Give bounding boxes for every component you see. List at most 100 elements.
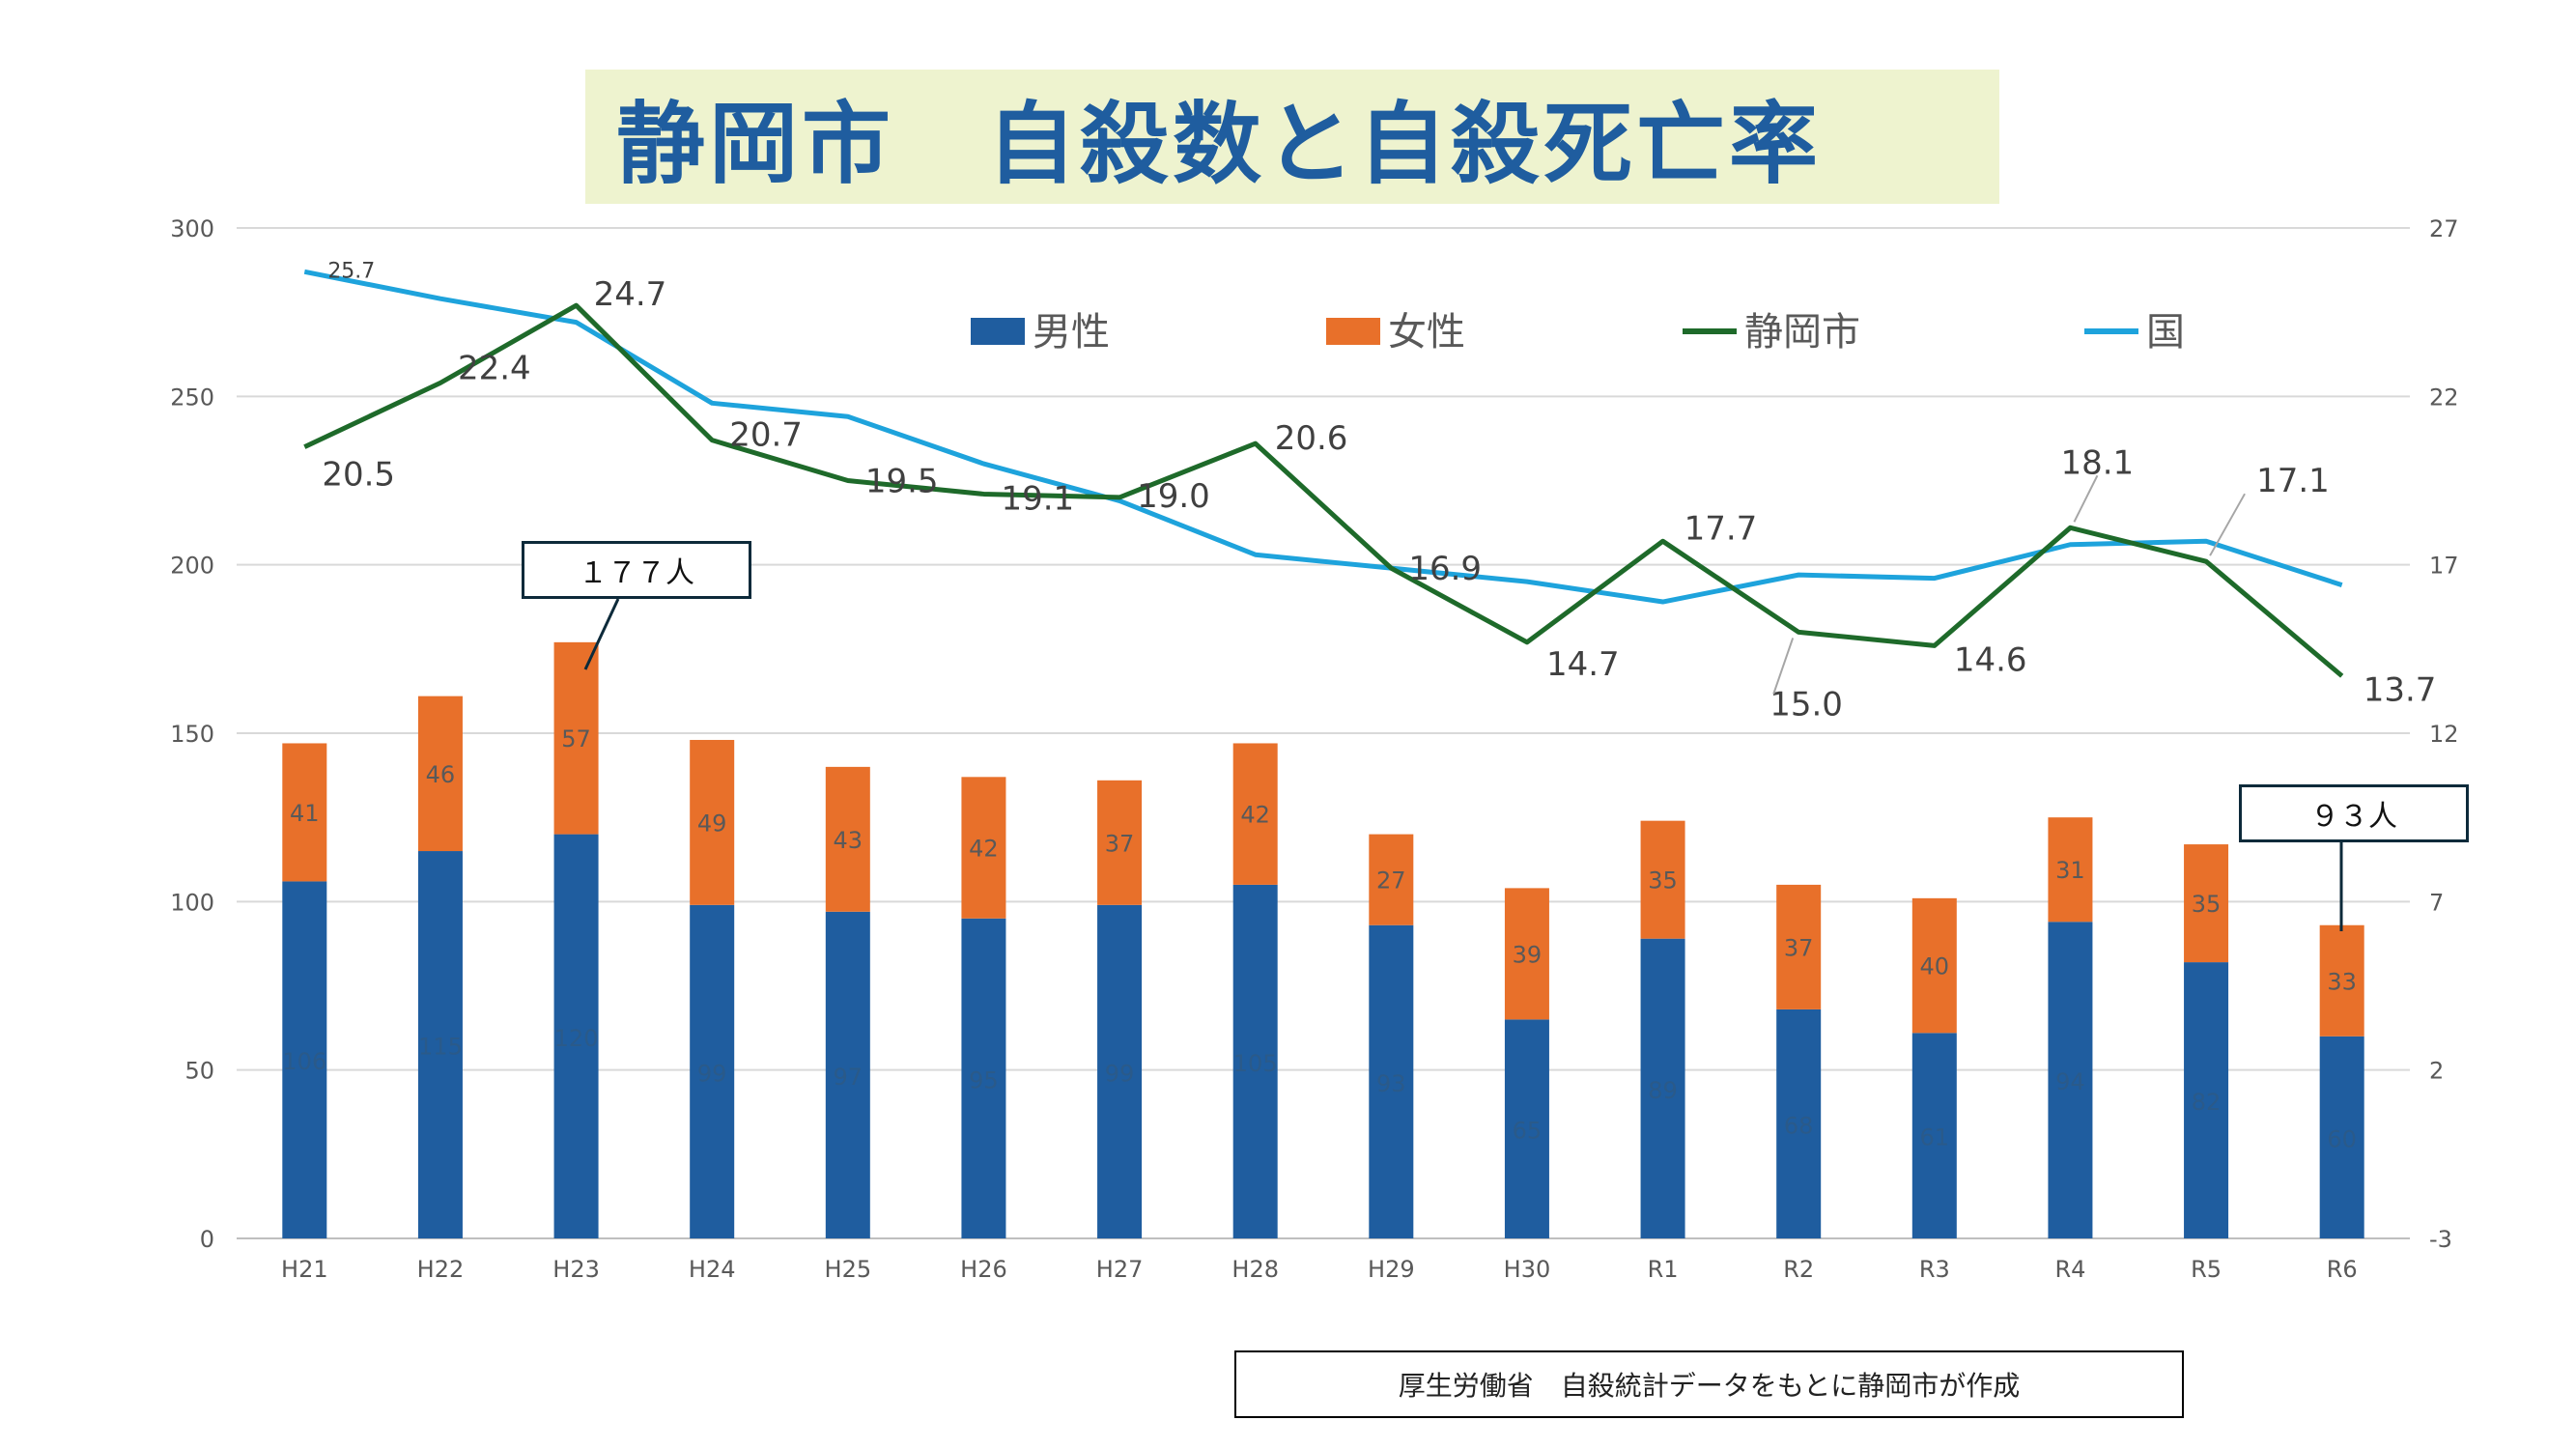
x-tick-label: H24 (689, 1256, 736, 1283)
bar-female (1232, 743, 1278, 885)
bar-female-label: 40 (1920, 953, 1950, 980)
callout-connectors (583, 598, 2343, 931)
city-data-label: 17.1 (2256, 462, 2330, 500)
right-tick-label: 27 (2429, 215, 2459, 242)
x-tick-label: R2 (1783, 1256, 1814, 1283)
bar-female (690, 739, 735, 905)
bar-female-label: 43 (834, 827, 863, 854)
right-tick-label: 22 (2429, 384, 2459, 411)
legend-label: 女性 (1388, 310, 1465, 355)
city-data-label: 16.9 (1408, 550, 1482, 588)
bar-female (1640, 820, 1685, 939)
legend-swatch (1326, 318, 1380, 345)
title-banner: 静岡市 自殺数と自殺死亡率 (585, 70, 1999, 204)
bar-male (690, 904, 735, 1238)
bar-male-label: 99 (1105, 1060, 1135, 1087)
city-data-label: 20.5 (322, 456, 395, 495)
bar-male (1232, 884, 1278, 1238)
x-tick-label: H21 (281, 1256, 328, 1283)
bar-female-label: 49 (697, 810, 727, 837)
bar-female (553, 641, 599, 835)
city-data-label: 20.6 (1275, 419, 1348, 458)
city-data-label: 14.7 (1546, 645, 1620, 684)
right-tick-label: 12 (2429, 721, 2459, 748)
city-data-label: 19.5 (865, 463, 939, 501)
legend-label: 男性 (1033, 310, 1110, 355)
bar-male-label: 89 (1648, 1077, 1678, 1104)
bar-female (1369, 834, 1414, 925)
x-tick-label: R6 (2327, 1256, 2358, 1283)
bar-female-label: 27 (1376, 867, 1406, 895)
x-tick-label: R3 (1919, 1256, 1950, 1283)
left-tick-label: 250 (170, 384, 214, 411)
bar-male-label: 95 (969, 1066, 999, 1094)
x-tick-label: R1 (1648, 1256, 1679, 1283)
bar-male (1640, 938, 1685, 1238)
right-tick-label: 7 (2429, 889, 2444, 916)
line-nation (303, 269, 2343, 605)
bar-male (282, 881, 327, 1238)
right-tick-label: 2 (2429, 1058, 2444, 1085)
x-axis-labels: H21 H22 H23 H24 H25 H26 H27 H28 H29 H30 R1 R2 R3 R4 R5… (281, 1256, 2358, 1283)
bar-female-label: 31 (2055, 857, 2085, 884)
city-data-label: 20.7 (729, 416, 803, 455)
callout-connector (583, 598, 620, 670)
city-data-label: 24.7 (594, 275, 667, 314)
right-tick-label: 17 (2429, 553, 2459, 580)
bar-male (1097, 904, 1143, 1238)
bar-male (417, 851, 463, 1238)
bar-female-label: 41 (290, 800, 320, 827)
bar-female (2048, 817, 2093, 923)
bar-male-label: 93 (1376, 1070, 1406, 1097)
bar-female (282, 743, 327, 882)
bar-male-label: 61 (1920, 1124, 1950, 1151)
callout-h23-total: １７７人 (522, 541, 751, 599)
left-tick-label: 50 (184, 1058, 214, 1085)
x-tick-label: H23 (552, 1256, 600, 1283)
city-data-label: 17.7 (1684, 509, 1758, 548)
bar-male-label: 60 (2327, 1125, 2357, 1152)
bar-male-label: 65 (1513, 1118, 1543, 1145)
x-tick-label: H22 (417, 1256, 465, 1283)
bar-male (825, 911, 870, 1238)
x-tick-label: H27 (1096, 1256, 1144, 1283)
x-tick-label: H25 (825, 1256, 872, 1283)
bar-male (553, 834, 599, 1238)
bar-female (825, 766, 870, 912)
bar-male-label: 68 (1784, 1112, 1814, 1139)
x-tick-label: R5 (2191, 1256, 2222, 1283)
bar-male (2319, 1036, 2364, 1238)
x-tick-label: H30 (1504, 1256, 1551, 1283)
bar-male-label: 105 (1233, 1050, 1278, 1077)
bar-male (2048, 922, 2093, 1238)
bar-female-label: 35 (1648, 867, 1678, 895)
left-tick-label: 100 (170, 889, 214, 916)
legend-swatch (971, 318, 1025, 345)
callout-r6-total: ９３人 (2239, 784, 2469, 842)
bar-male-label: 120 (554, 1025, 599, 1052)
city-data-label: 19.0 (1137, 477, 1210, 516)
bar-male (2184, 962, 2229, 1238)
source-note: 厚生労働省 自殺統計データをもとに静岡市が作成 (1234, 1350, 2184, 1418)
label-leader (2073, 474, 2099, 523)
bar-male-label: 97 (834, 1064, 863, 1091)
bar-female (961, 777, 1006, 919)
bar-female (2319, 924, 2364, 1037)
bar-female (1504, 888, 1549, 1020)
x-tick-label: H28 (1231, 1256, 1279, 1283)
city-data-label: 22.4 (458, 349, 531, 387)
city-data-label: 15.0 (1769, 685, 1843, 724)
x-tick-label: R4 (2054, 1256, 2085, 1283)
legend-label: 国 (2146, 310, 2185, 355)
bar-male (1369, 924, 1414, 1238)
label-leader (2209, 493, 2246, 556)
line-series: 25.7 20.5 22.4 24.7 20.7 19.5 19.1 19.0 20.6 16.9… (303, 259, 2437, 724)
bar-male-label: 82 (2192, 1089, 2222, 1116)
bar-female-label: 57 (561, 725, 591, 753)
bar-female-label: 37 (1105, 830, 1135, 857)
city-data-label: 19.1 (1001, 479, 1074, 518)
city-data-label: 13.7 (2364, 671, 2437, 710)
bar-female (2184, 844, 2229, 963)
left-tick-label: 150 (170, 721, 214, 748)
bar-male (1504, 1019, 1549, 1238)
